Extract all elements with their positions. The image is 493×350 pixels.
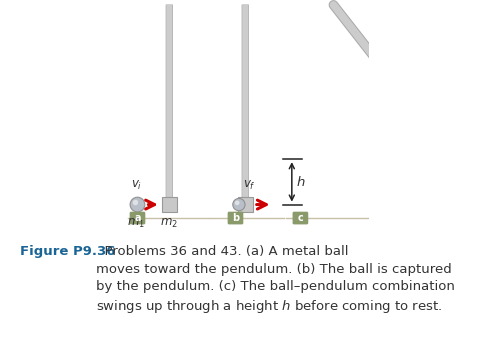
Circle shape: [412, 97, 425, 111]
Circle shape: [235, 201, 240, 205]
Text: $v_i$: $v_i$: [131, 179, 142, 192]
Text: $m_1$: $m_1$: [127, 217, 145, 230]
Text: Problems 36 and 43. (a) A metal ball
moves toward the pendulum. (b) The ball is : Problems 36 and 43. (a) A metal ball mov…: [97, 245, 456, 315]
Polygon shape: [401, 94, 423, 116]
Circle shape: [414, 99, 420, 105]
Polygon shape: [162, 197, 177, 212]
FancyBboxPatch shape: [166, 5, 173, 197]
Text: Figure P9.36: Figure P9.36: [20, 245, 115, 258]
FancyBboxPatch shape: [242, 5, 249, 197]
Text: b: b: [232, 213, 239, 223]
Circle shape: [233, 198, 245, 211]
Polygon shape: [238, 197, 253, 212]
Text: $h$: $h$: [295, 175, 305, 189]
Text: a: a: [134, 213, 141, 223]
Text: $v_f$: $v_f$: [243, 179, 255, 192]
FancyBboxPatch shape: [292, 212, 308, 224]
FancyBboxPatch shape: [228, 212, 244, 224]
Circle shape: [130, 197, 145, 212]
Text: c: c: [297, 213, 303, 223]
FancyBboxPatch shape: [130, 212, 145, 224]
Text: $m_2$: $m_2$: [160, 217, 178, 230]
FancyBboxPatch shape: [166, 5, 173, 197]
Circle shape: [133, 200, 138, 205]
FancyBboxPatch shape: [242, 5, 248, 197]
